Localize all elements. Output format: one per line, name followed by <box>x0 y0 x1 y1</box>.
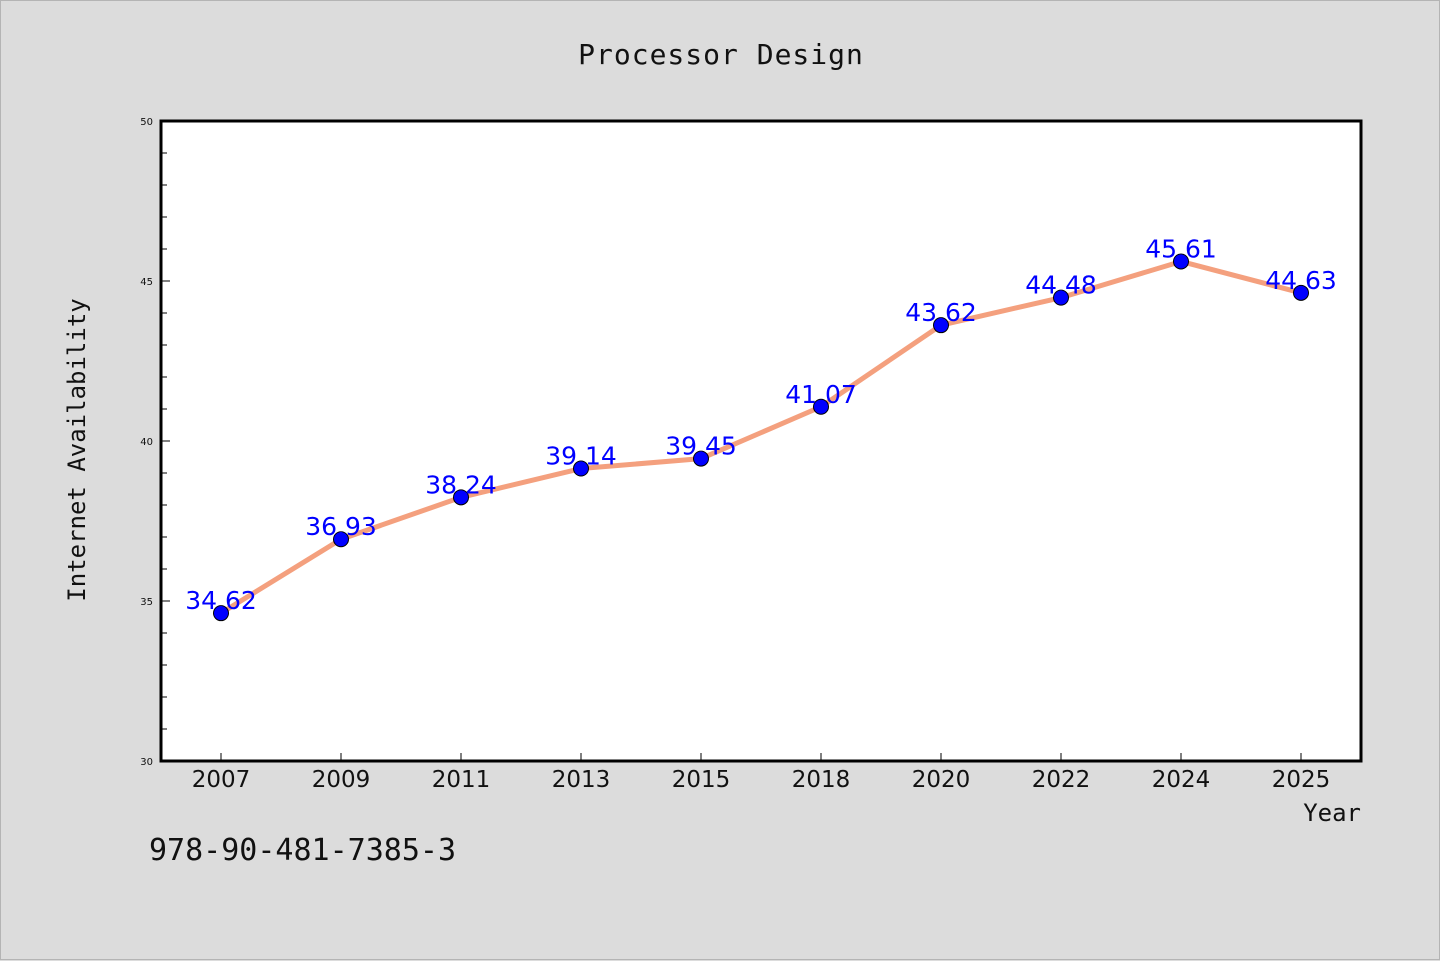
y-tick-label: 50 <box>140 117 153 128</box>
series-line-group <box>218 258 1304 616</box>
x-tick-label: 2018 <box>792 767 851 793</box>
y-axis-label: Internet Availability <box>63 298 91 601</box>
x-tick-label: 2011 <box>432 767 491 793</box>
series-line <box>218 258 1304 616</box>
data-label: 39.14 <box>545 442 617 471</box>
data-label: 34.62 <box>185 586 257 615</box>
x-tick-label: 2013 <box>552 767 611 793</box>
data-label: 38.24 <box>425 470 497 499</box>
x-axis-ticks: 2007 2009 2011 2013 2015 2018 2020 2022 2024 2025 <box>192 753 1331 793</box>
data-point <box>453 489 469 506</box>
isbn-footnote: 978-90-481-7385-3 <box>149 833 457 868</box>
x-tick-label: 2020 <box>912 767 971 793</box>
chart-title: Processor Design <box>578 38 864 71</box>
data-point <box>573 460 589 477</box>
data-label: 45.61 <box>1145 234 1217 263</box>
y-tick-label: 30 <box>140 757 153 768</box>
y-tick-label: 35 <box>140 597 153 608</box>
data-label: 41.07 <box>785 380 857 409</box>
data-label: 43.62 <box>905 298 977 327</box>
x-tick-label: 2025 <box>1272 767 1331 793</box>
y-axis-ticks: 30 35 40 45 50 <box>140 117 170 768</box>
data-label: 39.45 <box>665 432 737 461</box>
x-tick-label: 2022 <box>1032 767 1091 793</box>
data-point <box>213 605 229 622</box>
data-point <box>1293 284 1309 301</box>
x-axis-label: Year <box>1303 799 1361 827</box>
data-point <box>813 398 829 415</box>
x-tick-label: 2009 <box>312 767 371 793</box>
plot-area <box>159 119 1363 763</box>
data-label: 44.63 <box>1265 266 1337 295</box>
y-tick-label: 45 <box>140 277 153 288</box>
data-points <box>213 253 1309 622</box>
data-labels: 34.62 36.93 38.24 39.14 39.45 41.07 43.62 44.48… <box>185 234 1337 615</box>
x-tick-label: 2015 <box>672 767 731 793</box>
data-point <box>693 450 709 467</box>
x-tick-label: 2007 <box>192 767 251 793</box>
data-point <box>1173 253 1189 270</box>
data-label: 36.93 <box>305 512 377 541</box>
data-point <box>333 531 349 548</box>
data-point <box>933 317 949 334</box>
y-tick-label: 40 <box>140 437 153 448</box>
x-tick-label: 2024 <box>1152 767 1211 793</box>
data-point <box>1053 289 1069 306</box>
data-label: 44.48 <box>1025 271 1097 300</box>
